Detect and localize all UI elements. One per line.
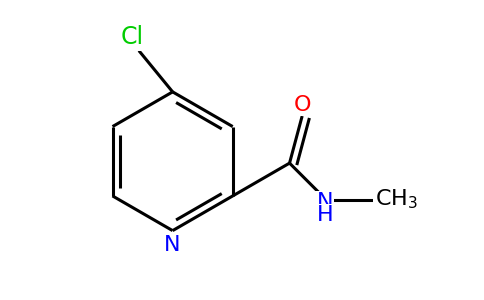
Text: N: N [165,235,181,255]
Text: CH$_3$: CH$_3$ [375,187,418,211]
Text: O: O [293,95,311,115]
Text: Cl: Cl [121,26,144,50]
Text: N: N [317,192,333,212]
Text: H: H [317,205,333,225]
